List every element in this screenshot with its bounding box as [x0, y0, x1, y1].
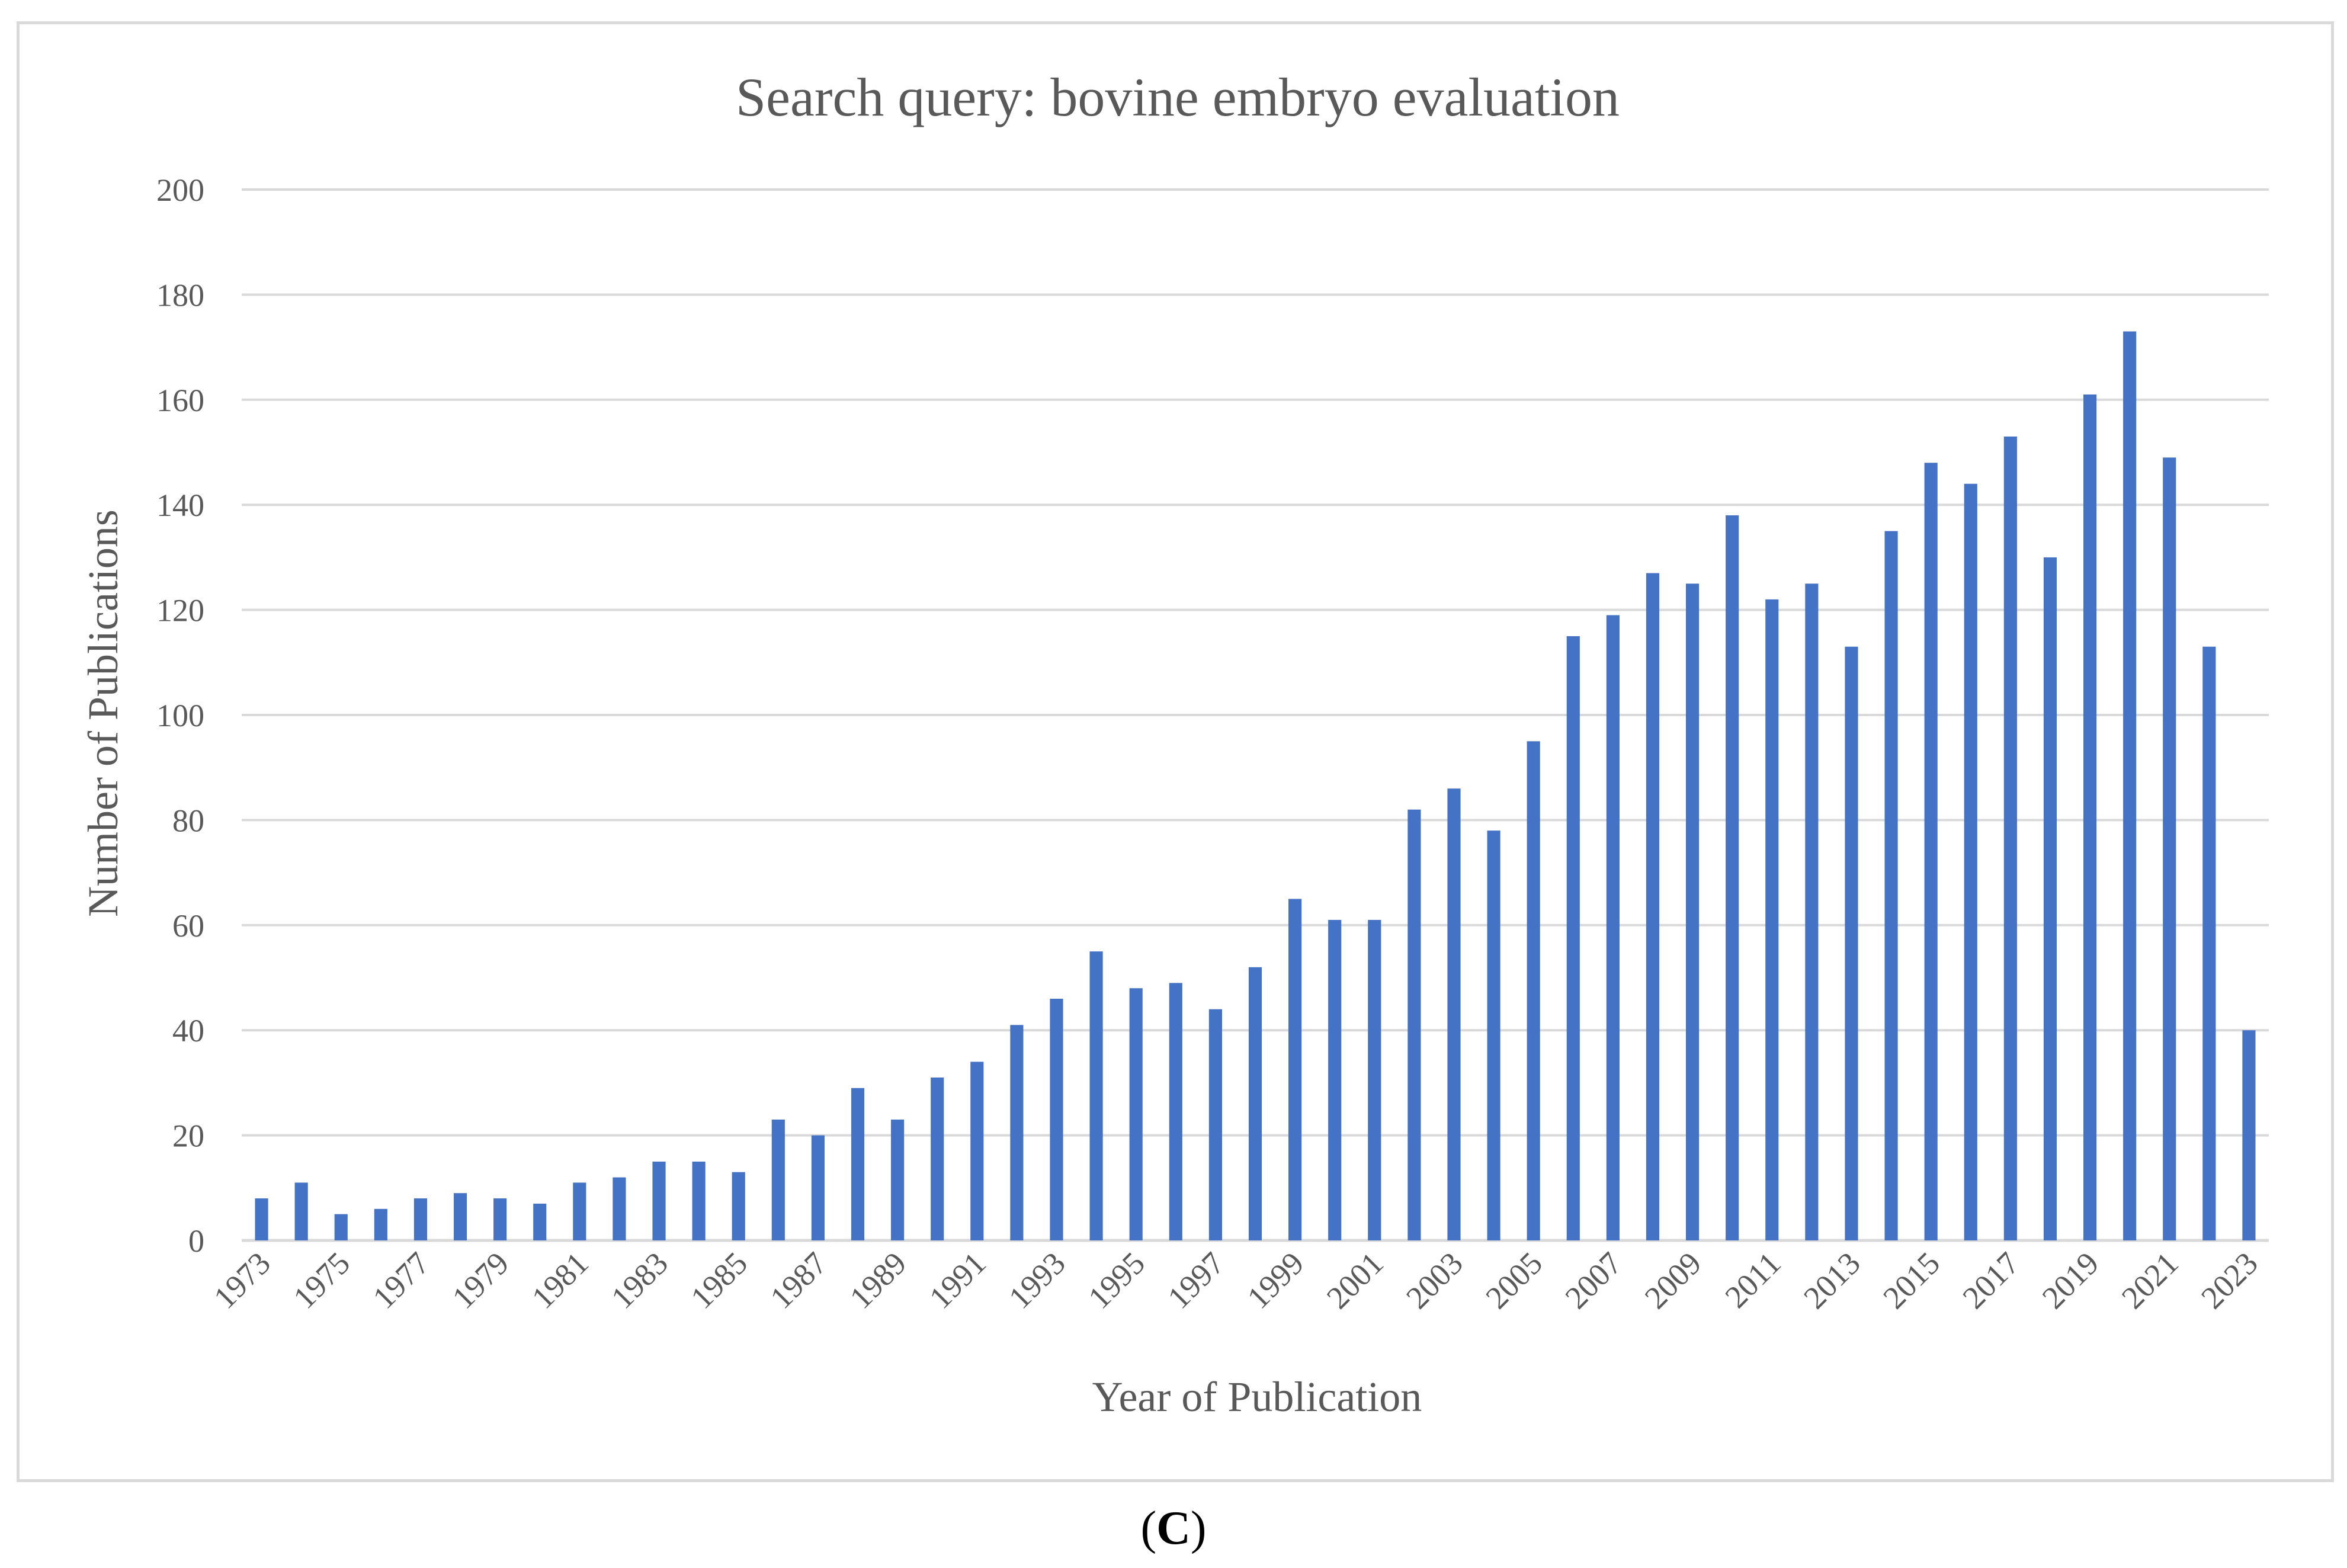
bar-1984: [692, 1161, 706, 1240]
bar-1977: [413, 1198, 428, 1240]
bar-2005: [1527, 741, 1540, 1240]
figure-caption: (C): [0, 1502, 2347, 1556]
bar-1987: [811, 1135, 825, 1240]
x-tick-label: 1993: [1002, 1245, 1072, 1316]
y-tick-label: 60: [172, 908, 204, 944]
bar-1974: [294, 1182, 308, 1240]
x-tick-label: 1979: [445, 1245, 516, 1316]
bar-1980: [533, 1203, 547, 1240]
x-tick-label: 1985: [684, 1245, 754, 1316]
bar-2015: [1924, 463, 1938, 1240]
bar-1976: [374, 1208, 387, 1240]
bar-2016: [1964, 483, 1977, 1240]
x-tick-label: 1973: [207, 1245, 277, 1316]
x-tick-label: 2013: [1797, 1245, 1867, 1316]
bar-2009: [1686, 583, 1700, 1240]
bar-2023: [2242, 1030, 2256, 1240]
y-axis-title: Number of Publications: [79, 509, 127, 917]
bar-2006: [1566, 636, 1580, 1240]
bar-1979: [493, 1198, 507, 1240]
y-tick-label: 20: [172, 1118, 204, 1154]
bar-2007: [1606, 615, 1620, 1240]
x-tick-label: 2019: [2035, 1245, 2106, 1316]
bar-1999: [1288, 899, 1302, 1240]
caption-close: ): [1190, 1502, 1207, 1554]
bar-1978: [453, 1193, 467, 1240]
x-axis-ticks: 1973 1975 1977 1979 1981 1983 1985 1987 1989 1991…: [207, 1245, 2265, 1316]
x-tick-label: 1997: [1161, 1245, 1232, 1316]
bars: [255, 331, 2256, 1241]
bar-1989: [891, 1119, 905, 1240]
bar-1982: [613, 1177, 626, 1240]
bar-1992: [1010, 1025, 1024, 1240]
x-tick-label: 1991: [922, 1245, 993, 1316]
y-tick-label: 0: [188, 1223, 204, 1259]
bar-2013: [1845, 646, 1858, 1240]
bar-2019: [2083, 394, 2097, 1241]
y-tick-label: 120: [156, 593, 204, 629]
bar-1991: [970, 1062, 984, 1240]
x-axis-title: Year of Publication: [1092, 1373, 1422, 1421]
bar-1995: [1129, 988, 1143, 1240]
bar-2018: [2043, 557, 2057, 1240]
bar-1986: [771, 1119, 785, 1240]
bar-1973: [255, 1198, 268, 1240]
y-tick-label: 180: [156, 277, 204, 313]
y-tick-label: 100: [156, 698, 204, 733]
bar-2000: [1328, 919, 1342, 1240]
bar-2014: [1884, 531, 1898, 1240]
y-tick-label: 80: [172, 803, 204, 838]
bar-1983: [652, 1161, 666, 1240]
x-tick-label: 1999: [1240, 1245, 1311, 1316]
bar-2021: [2163, 457, 2176, 1240]
bar-2017: [2003, 436, 2017, 1240]
caption-open: (: [1140, 1502, 1157, 1554]
bar-1990: [931, 1078, 944, 1240]
bar-2022: [2202, 646, 2216, 1240]
bar-1998: [1248, 967, 1262, 1240]
x-tick-label: 2017: [1956, 1245, 2027, 1316]
bar-2003: [1447, 788, 1461, 1240]
y-axis-ticks: 0 20 40 60 80 100 120 140 160 180 200: [156, 172, 204, 1259]
bar-1975: [334, 1214, 348, 1240]
x-tick-label: 2015: [1876, 1245, 1947, 1316]
bar-2004: [1487, 831, 1500, 1240]
x-tick-label: 2005: [1479, 1245, 1549, 1316]
bar-1985: [732, 1172, 745, 1240]
bar-1994: [1089, 951, 1103, 1240]
y-tick-label: 160: [156, 383, 204, 418]
x-tick-label: 2011: [1718, 1245, 1787, 1314]
bar-1997: [1208, 1009, 1222, 1240]
bar-1981: [573, 1182, 586, 1240]
x-tick-label: 1987: [764, 1245, 834, 1316]
bar-2012: [1805, 583, 1819, 1240]
x-tick-label: 2021: [2115, 1245, 2185, 1316]
x-tick-label: 2023: [2194, 1245, 2265, 1316]
bar-2002: [1407, 809, 1421, 1240]
bar-2008: [1646, 573, 1660, 1240]
bar-2011: [1765, 599, 1779, 1240]
x-tick-label: 1977: [366, 1245, 437, 1316]
x-tick-label: 2001: [1320, 1245, 1390, 1316]
x-tick-label: 2009: [1638, 1245, 1708, 1316]
x-tick-label: 1989: [843, 1245, 913, 1316]
bar-2020: [2123, 331, 2137, 1240]
x-tick-label: 2007: [1559, 1245, 1629, 1316]
x-tick-label: 2003: [1399, 1245, 1470, 1316]
chart-title: Search query: bovine embryo evaluation: [736, 67, 1620, 127]
x-tick-label: 1975: [286, 1245, 357, 1316]
y-tick-label: 140: [156, 488, 204, 523]
x-tick-label: 1983: [604, 1245, 675, 1316]
x-tick-label: 1995: [1081, 1245, 1152, 1316]
bar-1988: [851, 1088, 865, 1240]
caption-letter: C: [1156, 1502, 1191, 1554]
y-tick-label: 40: [172, 1013, 204, 1048]
bar-1996: [1169, 983, 1182, 1240]
y-tick-label: 200: [156, 172, 204, 208]
x-tick-label: 1981: [525, 1245, 595, 1316]
bar-2001: [1368, 919, 1381, 1240]
bar-1993: [1050, 998, 1063, 1240]
bar-2010: [1726, 515, 1739, 1241]
